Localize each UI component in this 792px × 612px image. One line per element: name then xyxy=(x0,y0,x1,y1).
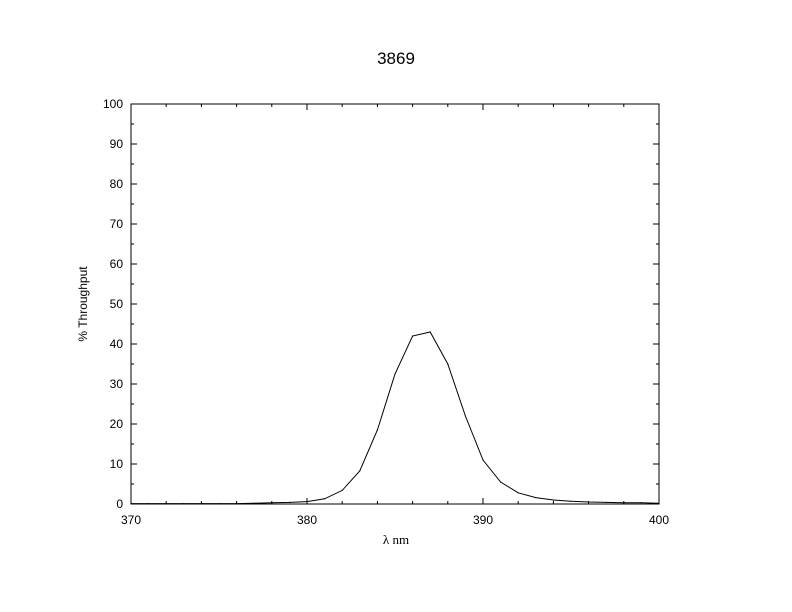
y-tick-label: 100 xyxy=(103,97,123,111)
data-point xyxy=(623,502,625,504)
y-tick-label: 80 xyxy=(110,177,124,191)
y-axis-label: % Throughput xyxy=(76,266,90,342)
x-tick-label: 400 xyxy=(649,513,669,527)
data-point xyxy=(394,373,396,375)
x-tick-labels: 370 380 390 400 xyxy=(121,513,669,527)
y-tick-label: 20 xyxy=(110,417,124,431)
data-point xyxy=(376,429,378,431)
data-point xyxy=(658,502,660,504)
data-point xyxy=(429,331,431,333)
data-point xyxy=(324,498,326,500)
y-tick-label: 90 xyxy=(110,137,124,151)
data-point xyxy=(359,470,361,472)
x-tick-label: 380 xyxy=(297,513,317,527)
data-point xyxy=(640,502,643,504)
axis-ticks xyxy=(130,103,660,505)
data-point xyxy=(552,499,555,501)
y-tick-label: 60 xyxy=(110,257,124,271)
data-point xyxy=(200,503,202,505)
y-tick-label: 50 xyxy=(110,297,124,311)
chart-title: 3869 xyxy=(377,49,415,68)
y-tick-label: 10 xyxy=(110,457,124,471)
data-point xyxy=(447,363,449,365)
data-point xyxy=(341,489,343,491)
data-point xyxy=(148,503,150,505)
data-point xyxy=(130,503,132,505)
x-tick-label: 370 xyxy=(121,513,141,527)
data-point xyxy=(500,481,502,483)
data-point xyxy=(588,501,590,503)
data-point xyxy=(412,335,414,337)
data-point xyxy=(165,503,167,505)
y-tick-label: 70 xyxy=(110,217,124,231)
data-point xyxy=(271,502,273,504)
data-point xyxy=(183,503,185,505)
y-tick-label: 30 xyxy=(110,377,124,391)
plot-frame xyxy=(130,103,660,505)
data-point xyxy=(236,503,238,505)
x-axis-label: λ nm xyxy=(383,532,409,547)
data-points xyxy=(130,331,660,505)
data-point xyxy=(570,500,572,502)
data-point xyxy=(464,415,466,417)
y-tick-labels: 0 10 20 30 40 50 60 70 80 90 100 xyxy=(103,97,123,511)
data-point xyxy=(288,501,290,503)
y-tick-label: 0 xyxy=(116,497,123,511)
data-point xyxy=(535,497,537,499)
data-point xyxy=(306,501,308,503)
x-tick-label: 390 xyxy=(473,513,493,527)
data-point xyxy=(218,503,220,505)
data-point xyxy=(605,501,607,503)
data-point xyxy=(482,459,484,461)
data-point xyxy=(253,502,255,504)
y-tick-label: 40 xyxy=(110,337,124,351)
data-point xyxy=(517,492,519,494)
throughput-series-line xyxy=(131,331,660,505)
